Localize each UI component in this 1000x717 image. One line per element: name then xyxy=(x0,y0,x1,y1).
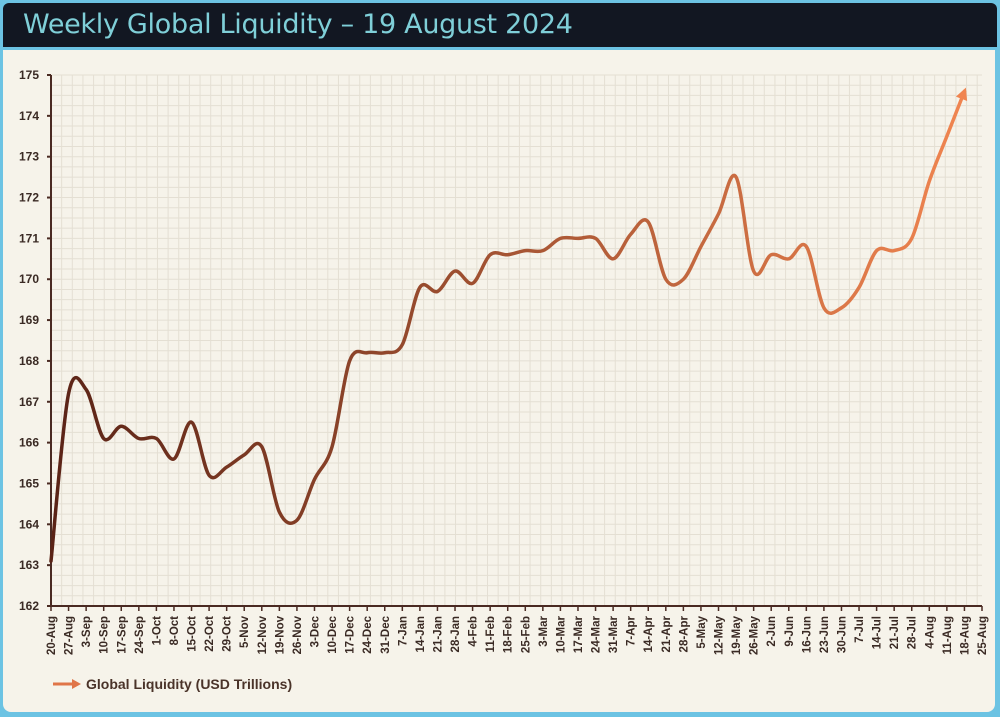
x-tick-label: 3-Mar xyxy=(538,615,550,646)
y-tick-label: 172 xyxy=(19,191,39,205)
x-tick-label: 17-Sep xyxy=(116,616,128,654)
arrowhead-icon xyxy=(955,87,968,101)
x-tick-label: 10-Sep xyxy=(99,616,111,654)
x-tick-label: 12-Nov xyxy=(257,615,269,654)
x-tick-label: 14-Jan xyxy=(415,616,427,652)
x-tick-label: 5-May xyxy=(696,615,708,648)
x-tick-label: 22-Oct xyxy=(204,616,216,652)
x-tick-label: 14-Jul xyxy=(872,616,884,649)
x-tick-label: 28-Apr xyxy=(678,615,690,652)
chart-title: Weekly Global Liquidity – 19 August 2024 xyxy=(23,9,573,40)
legend-label: Global Liquidity (USD Trillions) xyxy=(86,676,293,692)
y-tick-label: 170 xyxy=(19,272,39,286)
x-tick-label: 8-Oct xyxy=(169,616,181,646)
y-tick-label: 167 xyxy=(19,395,39,409)
series xyxy=(49,87,968,563)
x-tick-label: 9-Jun xyxy=(784,616,796,647)
x-tick-label: 14-Apr xyxy=(643,615,655,652)
x-tick-label: 3-Sep xyxy=(81,616,93,647)
x-tick-label: 28-Jul xyxy=(907,616,919,649)
x-tick-label: 30-Jun xyxy=(836,616,848,653)
x-tick-label: 26-May xyxy=(749,615,761,655)
y-tick-label: 173 xyxy=(19,150,39,164)
y-tick-label: 162 xyxy=(19,599,39,613)
y-tick-label: 168 xyxy=(19,354,39,368)
x-tick-label: 25-Feb xyxy=(520,616,532,653)
x-tick-label: 31-Dec xyxy=(380,615,392,653)
x-tick-label: 12-May xyxy=(714,615,726,655)
x-tick-label: 7-Jan xyxy=(397,616,409,646)
x-tick-label: 23-Jun xyxy=(819,616,831,653)
x-tick-label: 7-Apr xyxy=(626,615,638,646)
x-tick-label: 20-Aug xyxy=(46,616,58,655)
x-tick-label: 21-Jan xyxy=(432,616,444,652)
x-tick-label: 31-Mar xyxy=(608,615,620,653)
x-tick-label: 24-Sep xyxy=(134,616,146,654)
arrow-right-icon xyxy=(53,679,81,689)
x-tick-label: 17-Dec xyxy=(345,615,357,653)
x-tick-label: 27-Aug xyxy=(64,616,76,655)
x-tick-label: 5-Nov xyxy=(239,615,251,648)
x-tick-label: 21-Apr xyxy=(661,615,673,652)
y-tick-label: 169 xyxy=(19,313,39,327)
x-tick-label: 15-Oct xyxy=(187,616,199,652)
x-tick-label: 3-Dec xyxy=(309,615,321,647)
x-tick-label: 24-Mar xyxy=(591,615,603,653)
x-tick-label: 4-Feb xyxy=(468,616,480,647)
x-tick-label: 18-Feb xyxy=(503,616,515,653)
legend: Global Liquidity (USD Trillions) xyxy=(52,676,292,692)
x-tick-label: 19-May xyxy=(731,615,743,655)
x-tick-label: 10-Mar xyxy=(555,615,567,653)
y-tick-label: 163 xyxy=(19,558,39,572)
x-tick-label: 2-Jun xyxy=(766,616,778,647)
x-tick-label: 1-Oct xyxy=(151,616,163,646)
x-tick-label: 26-Nov xyxy=(292,615,304,654)
grid xyxy=(50,74,982,607)
x-tick-label: 28-Jan xyxy=(450,616,462,652)
y-tick-label: 165 xyxy=(19,476,39,490)
x-tick-label: 7-Jul xyxy=(854,616,866,643)
x-tick-label: 21-Jul xyxy=(889,616,901,649)
title-bar: Weekly Global Liquidity – 19 August 2024 xyxy=(3,3,997,47)
axes: 162 163 164 165 166 167 168 169 170 171 172 173 174 1… xyxy=(19,68,989,655)
x-tick-label: 10-Dec xyxy=(327,615,339,653)
x-tick-label: 24-Dec xyxy=(362,615,374,653)
y-tick-label: 171 xyxy=(19,231,39,245)
x-tick-label: 4-Aug xyxy=(924,616,936,649)
x-tick-label: 11-Feb xyxy=(485,616,497,652)
y-tick-label: 175 xyxy=(19,68,39,82)
x-tick-label: 19-Nov xyxy=(274,615,286,654)
x-tick-label: 25-Aug xyxy=(977,616,989,655)
y-tick-label: 166 xyxy=(19,436,39,450)
x-tick-label: 17-Mar xyxy=(573,615,585,653)
y-tick-label: 164 xyxy=(19,517,39,531)
y-tick-label: 174 xyxy=(19,109,39,123)
x-tick-label: 16-Jun xyxy=(801,616,813,653)
x-tick-label: 18-Aug xyxy=(959,616,971,655)
x-tick-label: 11-Aug xyxy=(942,616,954,654)
x-tick-label: 29-Oct xyxy=(222,616,234,652)
series-line-global-liquidity xyxy=(49,89,967,563)
